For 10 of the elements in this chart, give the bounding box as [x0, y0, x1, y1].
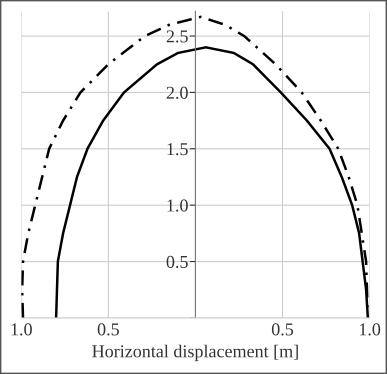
x-tick-label: 0.5 — [98, 323, 119, 336]
y-tick-label: 1.0 — [168, 199, 188, 212]
x-tick-label: 0.5 — [272, 323, 294, 336]
y-tick-label: 1.5 — [168, 143, 188, 156]
y-tick-label: 2.5 — [166, 30, 188, 43]
x-axis-title: Horizontal displacement [m] — [92, 344, 298, 362]
x-tick-label: 1.0 — [12, 323, 32, 336]
y-tick-label: 2.0 — [166, 86, 188, 99]
x-tick-label: 1.0 — [360, 323, 380, 336]
y-tick-label: 0.5 — [166, 256, 188, 268]
